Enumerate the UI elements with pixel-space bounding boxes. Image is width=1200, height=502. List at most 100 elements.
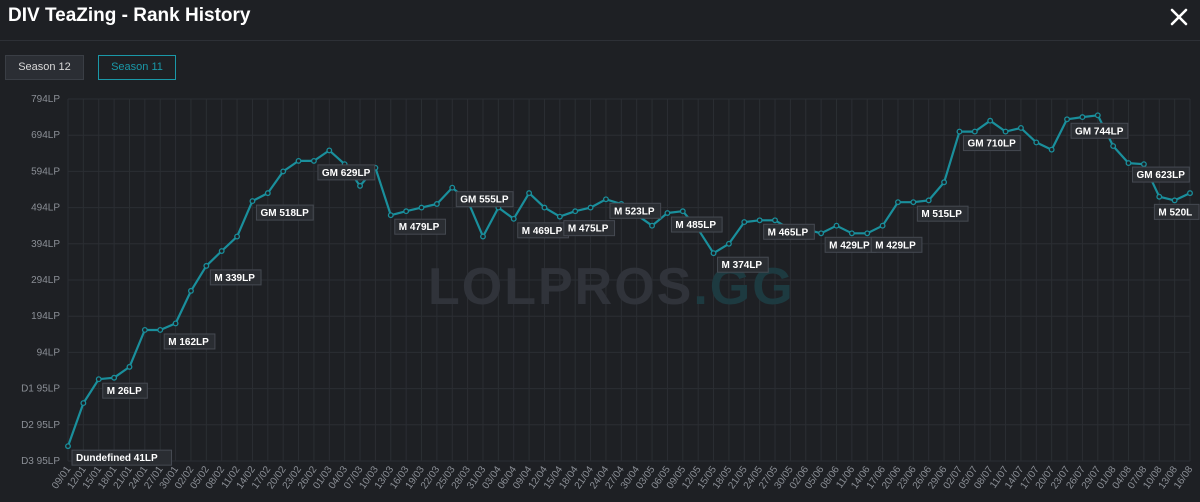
data-point[interactable]: [403, 208, 410, 215]
rank-annotation: M 475LP: [563, 220, 616, 237]
annotation-box: [455, 191, 514, 208]
data-point[interactable]: [1002, 128, 1009, 135]
rank-annotation: M 26LP: [102, 382, 148, 399]
data-point[interactable]: [141, 327, 148, 333]
data-point[interactable]: [111, 374, 118, 381]
data-point[interactable]: [1140, 161, 1147, 168]
data-point[interactable]: [1125, 160, 1132, 167]
rank-history-chart: LOLPROS.GG D3 95LP D2 95LP D1 95LP 94LP 194L…: [21, 94, 1200, 491]
data-point[interactable]: [956, 128, 963, 135]
data-point[interactable]: [295, 157, 302, 164]
annotation-label: GM 623LP: [1137, 170, 1186, 181]
data-point[interactable]: [971, 128, 978, 135]
annotation-box: [317, 164, 376, 181]
data-point[interactable]: [264, 190, 271, 197]
data-point[interactable]: [572, 208, 579, 215]
data-point[interactable]: [741, 219, 748, 226]
annotation-label: M 339LP: [214, 273, 255, 284]
data-point[interactable]: [480, 233, 486, 240]
data-point[interactable]: [1079, 114, 1086, 121]
data-point[interactable]: [941, 179, 948, 186]
data-point[interactable]: [433, 201, 440, 207]
data-point[interactable]: [833, 222, 840, 229]
data-point[interactable]: [1110, 143, 1117, 150]
data-point[interactable]: [602, 196, 609, 203]
data-point[interactable]: [679, 208, 686, 215]
annotation-box: [71, 449, 172, 466]
data-point[interactable]: [848, 230, 855, 237]
data-point[interactable]: [1048, 146, 1055, 153]
data-point[interactable]: [772, 217, 778, 224]
data-point[interactable]: [987, 117, 994, 124]
tab-season-12[interactable]: Season 12: [5, 55, 84, 80]
data-point[interactable]: [280, 168, 287, 175]
data-point[interactable]: [157, 327, 164, 333]
data-point[interactable]: [526, 190, 533, 197]
data-point[interactable]: [418, 204, 425, 211]
annotation-box: [609, 202, 662, 219]
annotation-box: [870, 236, 923, 253]
annotation-box: [1132, 166, 1190, 183]
y-tick-label: 94LP: [37, 347, 61, 358]
chart-grid: [67, 98, 1191, 462]
annotation-label: Dundefined 41LP: [76, 453, 158, 464]
data-point[interactable]: [234, 233, 241, 240]
annotation-label: M 520L: [1158, 207, 1192, 218]
data-point[interactable]: [65, 443, 71, 450]
data-point[interactable]: [326, 147, 333, 154]
rank-annotation: M 162LP: [163, 333, 216, 350]
data-point[interactable]: [1187, 190, 1193, 197]
data-point[interactable]: [910, 199, 917, 206]
data-point[interactable]: [1156, 193, 1163, 200]
data-point[interactable]: [1033, 139, 1040, 146]
data-point[interactable]: [1064, 116, 1070, 123]
annotation-label: M 479LP: [399, 222, 440, 233]
rank-annotation: GM 555LP: [455, 191, 514, 208]
window-title: DIV TeaZing - Rank History: [8, 5, 251, 26]
data-point[interactable]: [1171, 197, 1178, 204]
close-icon[interactable]: [1168, 6, 1190, 28]
data-point[interactable]: [756, 217, 763, 224]
annotation-label: M 485LP: [675, 220, 716, 231]
data-point[interactable]: [725, 240, 732, 247]
data-point[interactable]: [710, 250, 717, 257]
y-tick-label: 694LP: [31, 130, 60, 141]
annotation-box: [163, 333, 216, 350]
svg-text:LOLPROS.GG: LOLPROS.GG: [428, 258, 795, 316]
data-point[interactable]: [649, 222, 656, 229]
data-point[interactable]: [387, 212, 394, 219]
data-point[interactable]: [664, 210, 671, 216]
y-tick-label: 194LP: [31, 311, 60, 322]
data-point[interactable]: [449, 184, 456, 191]
tab-season-11[interactable]: Season 11: [98, 55, 176, 80]
data-point[interactable]: [864, 230, 871, 237]
data-point[interactable]: [357, 182, 363, 189]
rank-annotation: M 515LP: [916, 205, 969, 222]
data-point[interactable]: [879, 222, 886, 229]
data-point[interactable]: [587, 204, 594, 211]
data-point[interactable]: [925, 197, 932, 204]
data-point[interactable]: [1017, 125, 1024, 131]
data-point[interactable]: [310, 157, 317, 164]
data-point[interactable]: [895, 199, 901, 206]
data-point[interactable]: [510, 215, 517, 222]
data-point[interactable]: [172, 320, 179, 327]
data-point[interactable]: [188, 287, 194, 294]
data-point[interactable]: [249, 198, 256, 205]
annotation-box: [255, 204, 314, 221]
rank-annotation: GM 710LP: [962, 135, 1021, 152]
data-point[interactable]: [203, 262, 210, 269]
data-point[interactable]: [80, 400, 87, 407]
data-point[interactable]: [95, 376, 102, 383]
data-point[interactable]: [556, 213, 563, 220]
data-point[interactable]: [126, 363, 133, 370]
data-point[interactable]: [218, 248, 225, 254]
y-axis: D3 95LP D2 95LP D1 95LP 94LP 194LP 294LP 394LP…: [21, 94, 60, 467]
data-point[interactable]: [541, 204, 548, 211]
data-point[interactable]: [818, 230, 825, 237]
y-tick-label: 594LP: [31, 166, 60, 177]
title-bar: DIV TeaZing - Rank History: [0, 0, 1200, 41]
rank-annotation: GM 623LP: [1132, 166, 1190, 183]
rank-annotation: M 374LP: [717, 256, 769, 273]
data-point[interactable]: [1094, 112, 1101, 119]
